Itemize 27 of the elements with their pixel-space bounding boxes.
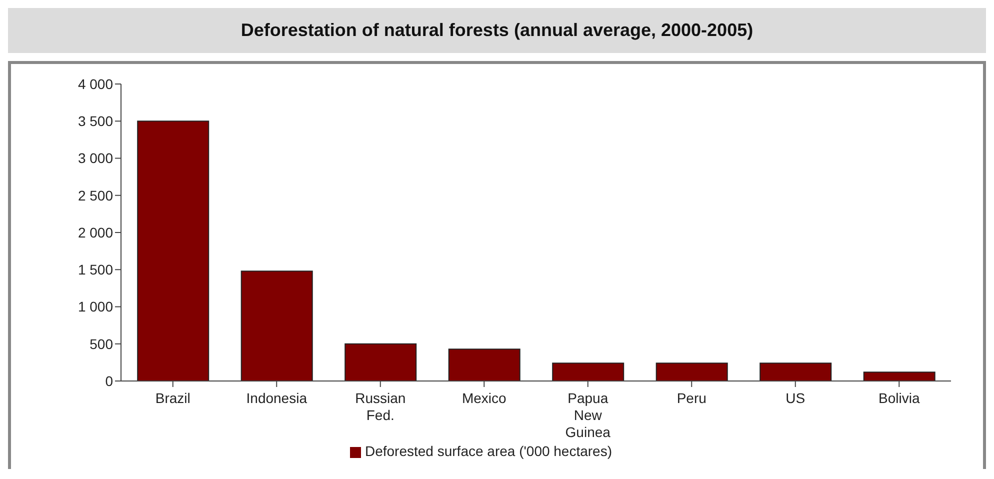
y-tick-label: 2 000 [78,224,114,240]
bar [552,362,624,381]
bar [656,362,728,381]
bar [240,270,313,381]
bar [448,348,520,381]
y-tick-label: 2 500 [78,187,114,204]
x-tick-label: US [786,390,806,406]
bar [344,343,417,381]
x-tick-label: Bolivia [878,390,920,406]
x-tick-label: Mexico [462,390,507,406]
x-tick-label: Russian Fed. [355,390,406,423]
y-tick-label: 3 000 [78,150,114,166]
y-tick-label: 3 500 [78,113,114,130]
bar [863,372,936,381]
y-tick-label: 1 500 [78,262,114,278]
x-tick-label: Indonesia [246,390,308,406]
y-tick-label: 0 [105,372,114,389]
y-tick-label: 4 000 [78,76,114,92]
legend-label: Deforested surface area ('000 hectares) [364,443,612,459]
chart-title: Deforestation of natural forests (annual average, 2000-2005) [8,8,986,53]
bar [137,120,210,381]
x-tick-label: Brazil [155,390,190,406]
y-tick-label: 500 [90,336,114,352]
x-tick-label: Peru [676,390,706,406]
x-tick-label: Papua New Guinea [565,390,611,440]
y-tick-label: 1 000 [78,298,114,315]
bar [760,362,832,381]
